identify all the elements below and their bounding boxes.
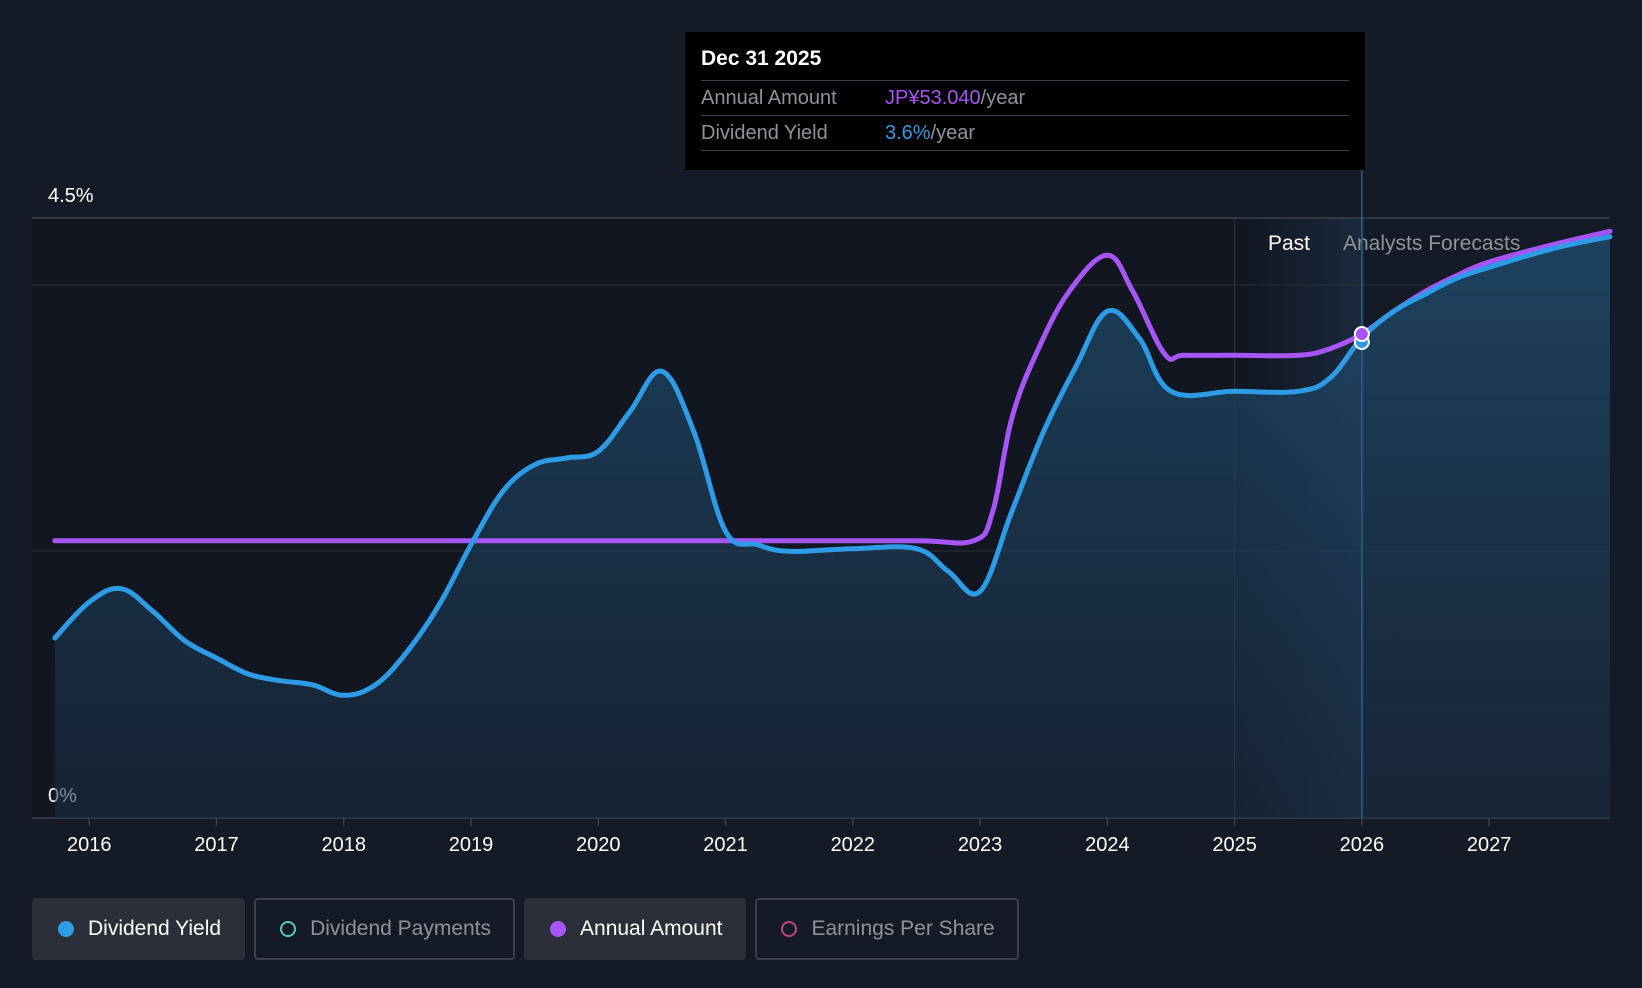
legend-annual-amount-button[interactable]: Annual Amount <box>524 898 747 960</box>
legend-dividend-payments-label: Dividend Payments <box>310 917 492 940</box>
tooltip-yield-label: Dividend Yield <box>701 122 828 144</box>
dividend-payments-ring-icon <box>280 921 297 937</box>
tooltip-yield-unit: /year <box>930 122 976 144</box>
tooltip-yield-row: Dividend Yield 3.6% /year <box>701 116 1349 151</box>
x-tick-label: 2021 <box>703 834 748 856</box>
earnings-per-share-ring-icon <box>781 921 798 937</box>
legend-dividend-yield-button[interactable]: Dividend Yield <box>32 898 246 960</box>
x-tick-label: 2020 <box>576 834 621 856</box>
x-tick-label: 2023 <box>958 834 1003 856</box>
dividend-yield-area <box>54 236 1610 818</box>
x-tick-label: 2025 <box>1212 834 1257 856</box>
x-tick-label: 2017 <box>194 834 239 856</box>
legend-dividend-yield-label: Dividend Yield <box>88 917 222 940</box>
x-tick-label: 2022 <box>831 834 876 856</box>
tooltip: Dec 31 2025 Annual Amount JP¥53.040 /yea… <box>685 32 1365 170</box>
legend-earnings-per-share-label: Earnings Per Share <box>811 917 995 940</box>
tooltip-date: Dec 31 2025 <box>701 44 1349 81</box>
tooltip-annual-value: JP¥53.040 <box>885 87 981 109</box>
legend: Dividend Yield Dividend Payments Annual … <box>32 898 1019 960</box>
tooltip-yield-value: 3.6% <box>885 122 931 144</box>
tooltip-annual-label: Annual Amount <box>701 87 837 109</box>
legend-dividend-payments-button[interactable]: Dividend Payments <box>254 898 516 960</box>
x-tick-label: 2024 <box>1085 834 1130 856</box>
dividend-yield-dot-icon <box>58 921 74 937</box>
forecast-label: Analysts Forecasts <box>1343 232 1520 255</box>
annual-amount-highlight-point <box>1353 326 1370 342</box>
dividend-yield-line <box>52 234 1613 698</box>
x-tick-label: 2016 <box>67 834 112 856</box>
y-tick-label-top: 4.5% <box>48 185 94 207</box>
legend-earnings-per-share-button[interactable]: Earnings Per Share <box>755 898 1019 960</box>
legend-annual-amount-label: Annual Amount <box>580 917 723 940</box>
past-label: Past <box>1268 232 1310 255</box>
tooltip-annual-unit: /year <box>980 87 1026 109</box>
x-tick-label: 2026 <box>1340 834 1385 856</box>
x-tick-label: 2027 <box>1467 834 1512 856</box>
tooltip-annual-row: Annual Amount JP¥53.040 /year <box>701 81 1349 116</box>
x-tick-label: 2019 <box>449 834 494 856</box>
x-tick-label: 2018 <box>322 834 367 856</box>
annual-amount-dot-icon <box>550 921 567 937</box>
